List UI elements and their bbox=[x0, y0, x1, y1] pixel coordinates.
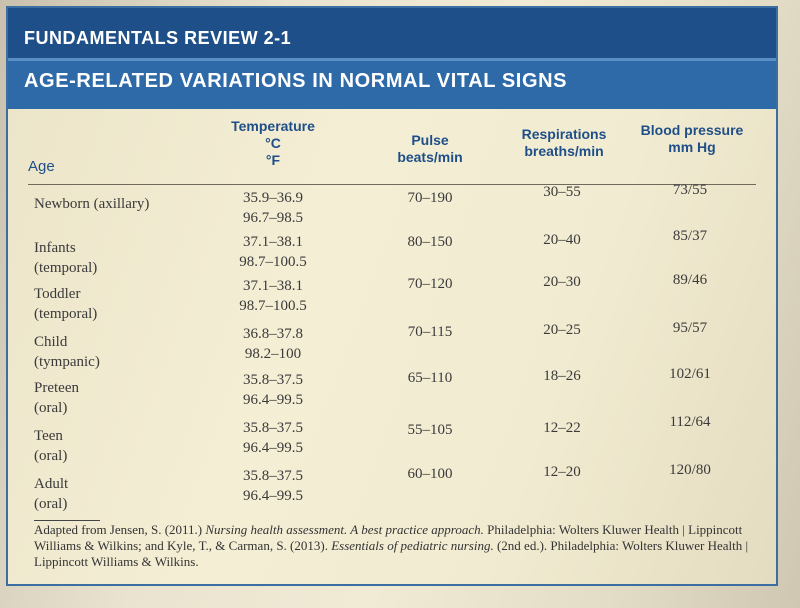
footnote-divider bbox=[34, 520, 100, 521]
temperature-fahrenheit: 96.4–99.5 bbox=[243, 488, 303, 504]
blood-pressure-cell: 112/64 bbox=[669, 414, 711, 430]
respirations-cell: 12–20 bbox=[543, 464, 581, 480]
column-header-blood-pressure: Blood pressure mm Hg bbox=[626, 122, 758, 156]
age-cell-line: (temporal) bbox=[34, 306, 98, 322]
respirations-cell: 20–40 bbox=[543, 232, 581, 248]
temperature-fahrenheit: 96.4–99.5 bbox=[243, 392, 303, 408]
respirations-cell: 20–30 bbox=[543, 274, 581, 290]
temperature-cell: 35.8–37.5 96.4–99.5 bbox=[218, 418, 328, 458]
temperature-celsius: 37.1–38.1 bbox=[243, 278, 303, 294]
pulse-cell: 60–100 bbox=[407, 466, 453, 482]
age-cell: Teen (oral) bbox=[34, 426, 234, 466]
age-cell-line: Infants bbox=[34, 240, 76, 256]
column-header-temperature: Temperature °C °F bbox=[218, 118, 328, 169]
footnote-text-2: Philadelphia: Wolters Kluwer Health | Li… bbox=[34, 522, 743, 553]
age-cell: Newborn (axillary) bbox=[34, 194, 234, 214]
pulse-cell: 70–190 bbox=[407, 190, 453, 206]
column-header-blood-pressure-label: Blood pressure bbox=[640, 122, 744, 138]
blood-pressure-cell: 120/80 bbox=[669, 462, 711, 478]
temperature-cell: 35.9–36.9 96.7–98.5 bbox=[218, 188, 328, 228]
temperature-celsius: 36.8–37.8 bbox=[243, 326, 303, 342]
temperature-cell: 36.8–37.8 98.2–100 bbox=[218, 324, 328, 364]
age-cell-line: (temporal) bbox=[34, 260, 98, 276]
age-cell-line: (oral) bbox=[34, 400, 68, 416]
temperature-cell: 35.8–37.5 96.4–99.5 bbox=[218, 466, 328, 506]
column-header-pulse-unit: beats/min bbox=[397, 149, 463, 165]
pulse-cell: 70–115 bbox=[407, 324, 453, 340]
column-header-temperature-unit-c: °C bbox=[265, 135, 281, 151]
column-header-temperature-unit-f: °F bbox=[265, 152, 281, 168]
footnote-title-1: Nursing health assessment. A best practi… bbox=[205, 522, 484, 537]
column-header-blood-pressure-unit: mm Hg bbox=[668, 139, 716, 155]
column-header-respirations: Respirations breaths/min bbox=[502, 126, 626, 160]
age-cell-line: (oral) bbox=[34, 496, 68, 512]
vital-signs-table-box: FUNDAMENTALS REVIEW 2-1 AGE-RELATED VARI… bbox=[6, 6, 778, 586]
blood-pressure-cell: 102/61 bbox=[669, 366, 711, 382]
temperature-celsius: 35.9–36.9 bbox=[243, 190, 303, 206]
age-cell-line: Adult bbox=[34, 476, 69, 492]
temperature-cell: 37.1–38.1 98.7–100.5 bbox=[218, 232, 328, 272]
age-cell-line: (tympanic) bbox=[34, 354, 100, 370]
age-cell: Child (tympanic) bbox=[34, 332, 234, 372]
temperature-fahrenheit: 96.4–99.5 bbox=[243, 440, 303, 456]
temperature-cell: 37.1–38.1 98.7–100.5 bbox=[218, 276, 328, 316]
age-cell-line: Teen bbox=[34, 428, 63, 444]
pulse-cell: 80–150 bbox=[407, 234, 453, 250]
temperature-celsius: 35.8–37.5 bbox=[243, 420, 303, 436]
column-header-respirations-label: Respirations bbox=[521, 126, 607, 142]
respirations-cell: 30–55 bbox=[543, 184, 581, 200]
pulse-cell: 70–120 bbox=[407, 276, 453, 292]
temperature-celsius: 37.1–38.1 bbox=[243, 234, 303, 250]
table-title: AGE-RELATED VARIATIONS IN NORMAL VITAL S… bbox=[24, 70, 568, 92]
footnote-text-1: Adapted from Jensen, S. (2011.) bbox=[34, 522, 206, 537]
respirations-cell: 20–25 bbox=[543, 322, 581, 338]
age-cell: Adult (oral) bbox=[34, 474, 234, 514]
temperature-celsius: 35.8–37.5 bbox=[243, 372, 303, 388]
source-footnote: Adapted from Jensen, S. (2011.) Nursing … bbox=[34, 522, 766, 570]
column-header-temperature-label: Temperature bbox=[231, 118, 315, 134]
respirations-cell: 18–26 bbox=[543, 368, 581, 384]
column-header-pulse: Pulse beats/min bbox=[372, 132, 488, 166]
header-divider bbox=[28, 184, 756, 185]
blood-pressure-cell: 73/55 bbox=[672, 182, 708, 198]
temperature-fahrenheit: 96.7–98.5 bbox=[243, 210, 303, 226]
column-header-age: Age bbox=[28, 158, 55, 175]
column-header-respirations-unit: breaths/min bbox=[524, 143, 604, 159]
age-cell: Toddler (temporal) bbox=[34, 284, 234, 324]
blood-pressure-cell: 89/46 bbox=[672, 272, 708, 288]
temperature-fahrenheit: 98.2–100 bbox=[244, 346, 302, 362]
table-title-bar: AGE-RELATED VARIATIONS IN NORMAL VITAL S… bbox=[8, 58, 776, 109]
blood-pressure-cell: 95/57 bbox=[672, 320, 708, 336]
footnote-title-2: Essentials of pediatric nursing. bbox=[331, 538, 494, 553]
series-title: FUNDAMENTALS REVIEW 2-1 bbox=[24, 28, 292, 48]
age-cell-line: Child bbox=[34, 334, 68, 350]
age-cell-line: Preteen bbox=[34, 380, 79, 396]
respirations-cell: 12–22 bbox=[543, 420, 581, 436]
pulse-cell: 55–105 bbox=[407, 422, 453, 438]
age-cell: Infants (temporal) bbox=[34, 238, 234, 278]
temperature-celsius: 35.8–37.5 bbox=[243, 468, 303, 484]
blood-pressure-cell: 85/37 bbox=[672, 228, 708, 244]
age-cell-line: Newborn (axillary) bbox=[34, 196, 150, 212]
temperature-fahrenheit: 98.7–100.5 bbox=[239, 254, 307, 270]
temperature-cell: 35.8–37.5 96.4–99.5 bbox=[218, 370, 328, 410]
footnote-text-3: (2nd ed.). Philadelphia: Wolters Kluwer … bbox=[34, 538, 749, 569]
age-cell-line: (oral) bbox=[34, 448, 68, 464]
temperature-fahrenheit: 98.7–100.5 bbox=[239, 298, 307, 314]
age-cell-line: Toddler bbox=[34, 286, 81, 302]
age-cell: Preteen (oral) bbox=[34, 378, 234, 418]
pulse-cell: 65–110 bbox=[407, 370, 453, 386]
series-header: FUNDAMENTALS REVIEW 2-1 bbox=[8, 8, 776, 58]
column-header-pulse-label: Pulse bbox=[411, 132, 449, 148]
